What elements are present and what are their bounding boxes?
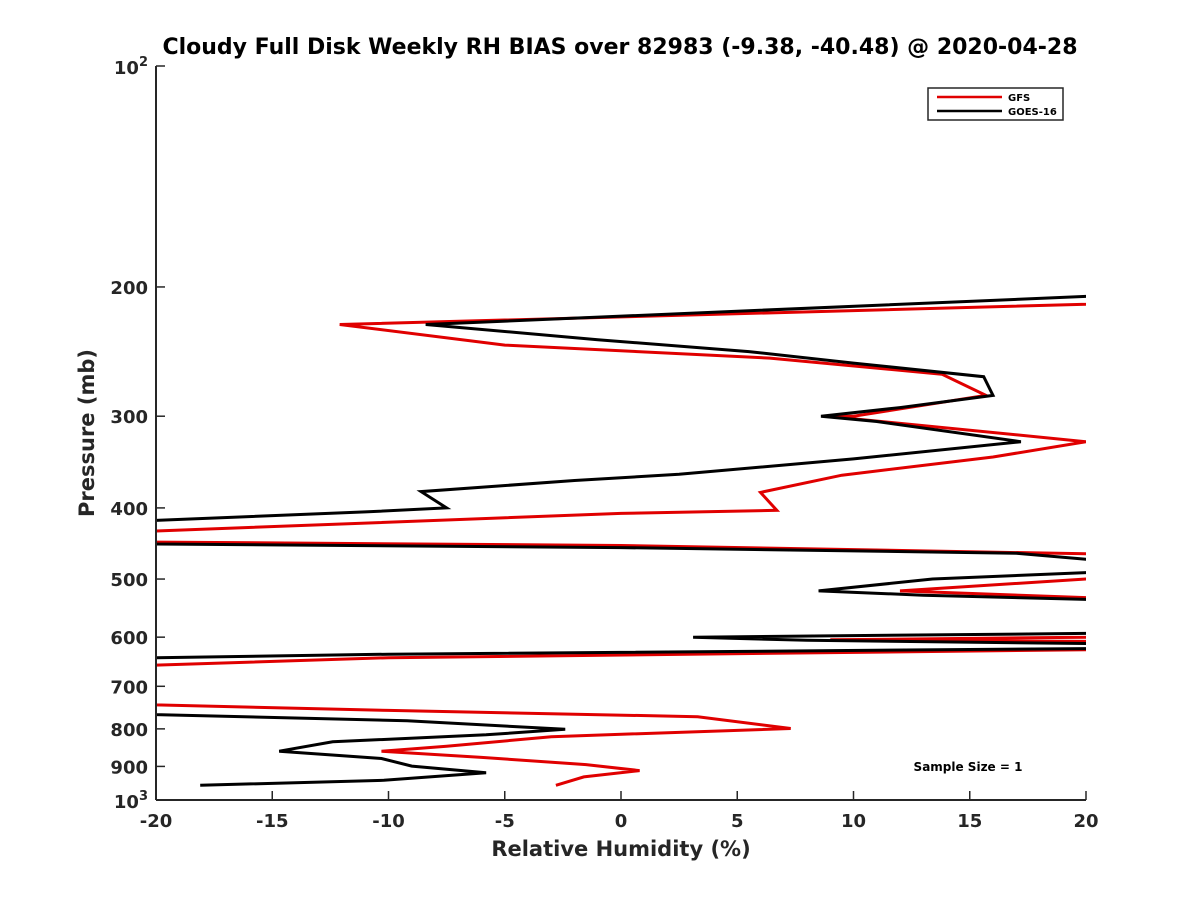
y-tick-label: 200: [110, 278, 148, 299]
axes: [155, 66, 1086, 801]
y-tick-label: 300: [110, 407, 148, 428]
legend: GFS GOES-16: [927, 87, 1064, 121]
x-tick-label: -15: [256, 811, 289, 832]
x-tick-label: -20: [140, 811, 173, 832]
x-axis-label: Relative Humidity (%): [491, 837, 750, 861]
x-tick-label: 5: [731, 811, 744, 832]
legend-label-gfs: GFS: [1008, 93, 1030, 104]
y-tick-label: 103: [114, 789, 148, 813]
x-tick-label: 10: [841, 811, 866, 832]
y-tick-label: 700: [110, 677, 148, 698]
series-line-goes-16: [156, 294, 1086, 787]
series-line-gfs: [156, 302, 1086, 787]
y-tick-label: 102: [114, 55, 148, 79]
y-tick-label: 800: [110, 720, 148, 741]
y-tick-label: 500: [110, 570, 148, 591]
x-tick-label: -10: [372, 811, 405, 832]
y-axis-label: Pressure (mb): [75, 349, 99, 517]
x-ticks: -20 -15 -10 -5 0 5 10 15 20: [140, 791, 1099, 832]
x-tick-label: -5: [495, 811, 515, 832]
chart-title: Cloudy Full Disk Weekly RH BIAS over 829…: [162, 35, 1077, 60]
y-tick-label: 600: [110, 628, 148, 649]
y-tick-label: 400: [110, 499, 148, 520]
x-tick-label: 0: [615, 811, 628, 832]
x-tick-label: 15: [957, 811, 982, 832]
y-tick-label: 900: [110, 757, 148, 778]
legend-label-goes-16: GOES-16: [1008, 107, 1057, 118]
series-layer: [156, 294, 1086, 787]
y-ticks: 102 200 300 400 500 600 700 800 900 103: [110, 55, 165, 813]
x-tick-label: 20: [1073, 811, 1098, 832]
sample-size-annotation: Sample Size = 1: [914, 760, 1023, 774]
legend-box: [927, 87, 1064, 121]
